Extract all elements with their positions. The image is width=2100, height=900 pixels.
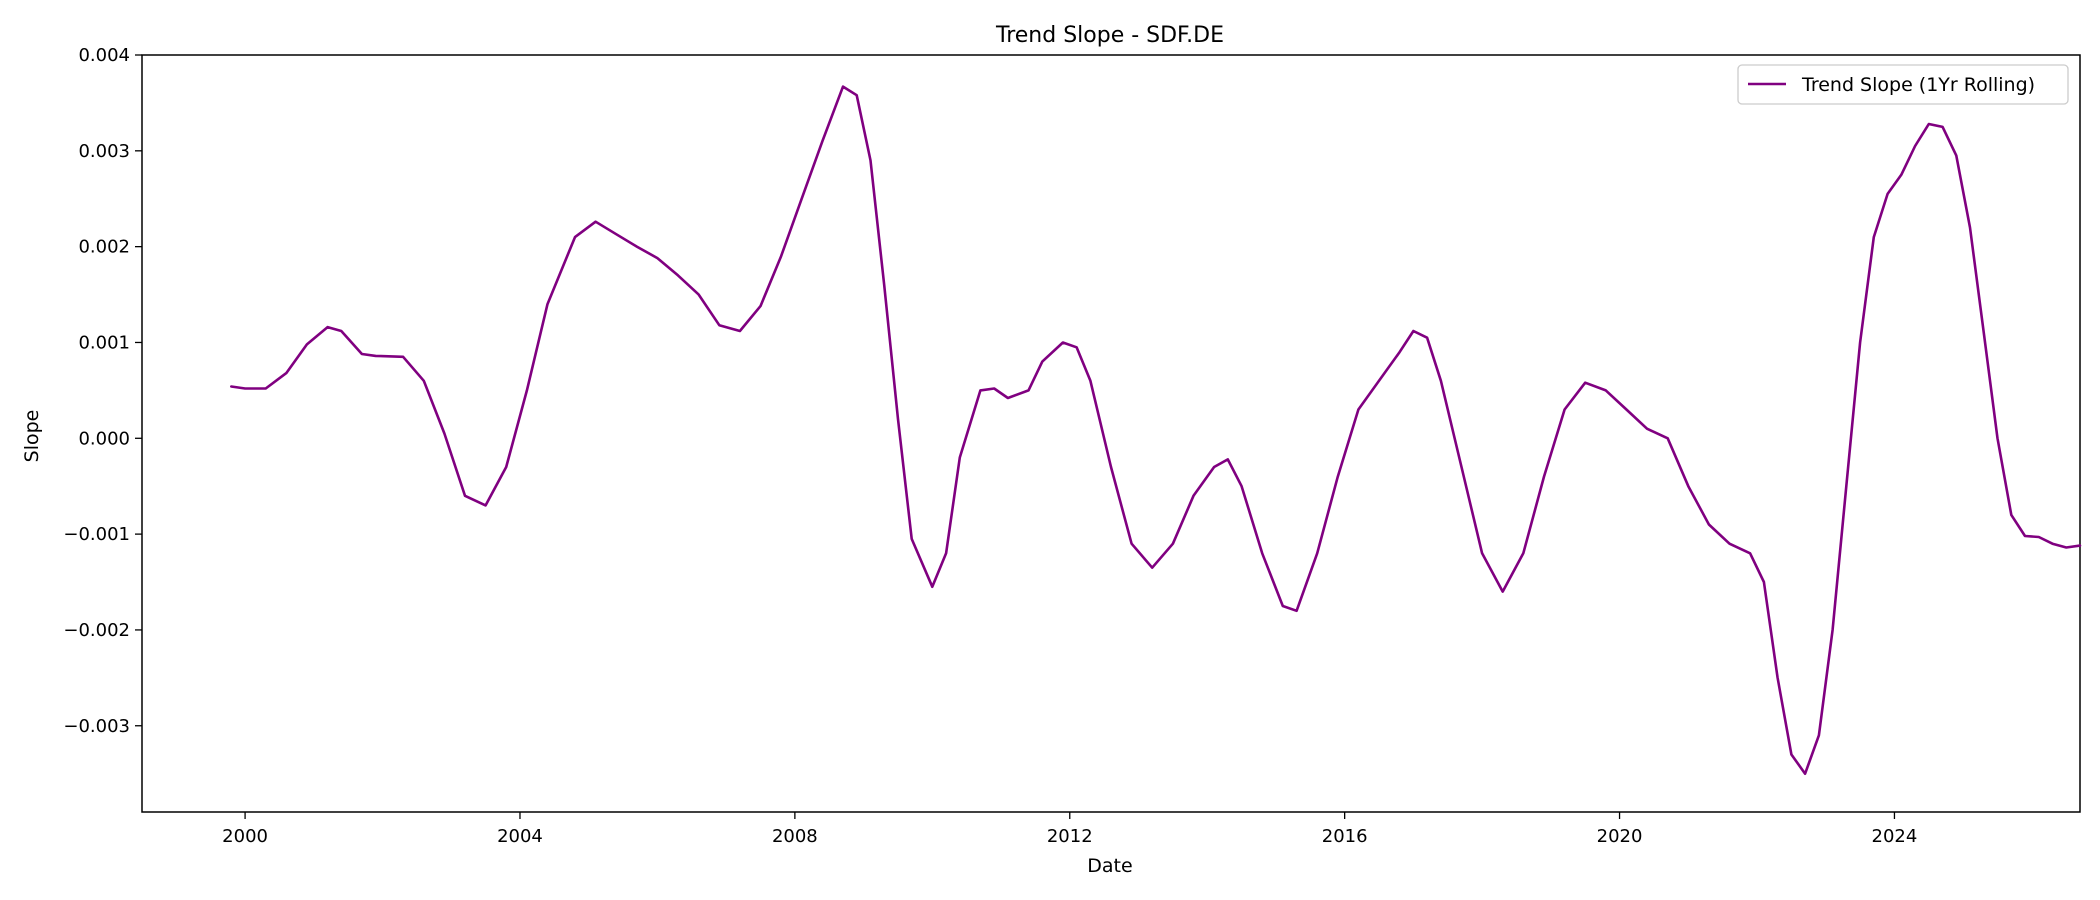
legend: Trend Slope (1Yr Rolling)	[1737, 64, 2069, 105]
x-tick-label: 2004	[497, 826, 543, 847]
x-tick-label: 2008	[772, 826, 818, 847]
y-tick-label: 0.000	[78, 428, 130, 449]
x-tick-label: 2016	[1322, 826, 1368, 847]
y-tick-label: −0.001	[63, 524, 130, 545]
plot-area	[141, 54, 2081, 813]
x-tick-label: 2020	[1597, 826, 1643, 847]
legend-box	[1737, 64, 2069, 105]
x-axis-label: Date	[1087, 855, 1132, 877]
y-tick-label: −0.002	[63, 620, 130, 641]
y-tick-label: 0.002	[78, 237, 130, 258]
y-tick-label: −0.003	[63, 716, 130, 737]
y-axis: 0.004 0.003 0.002 0.001 0.000 −0.001 −0.002 −0.…	[63, 45, 142, 737]
y-axis-label: Slope	[21, 410, 43, 463]
x-tick-label: 2000	[222, 826, 268, 847]
y-tick-label: 0.003	[78, 141, 130, 162]
chart-title: Trend Slope - SDF.DE	[995, 23, 1224, 48]
y-tick-label: 0.004	[78, 45, 130, 66]
y-tick-label: 0.001	[78, 332, 130, 353]
legend-label: Trend Slope (1Yr Rolling)	[1801, 74, 2035, 96]
x-tick-label: 2012	[1047, 826, 1093, 847]
x-tick-label: 2024	[1872, 826, 1918, 847]
series-line-trend-slope	[230, 85, 2082, 776]
x-axis: 2000 2004 2008 2012 2016 2020 2024	[222, 812, 1917, 847]
